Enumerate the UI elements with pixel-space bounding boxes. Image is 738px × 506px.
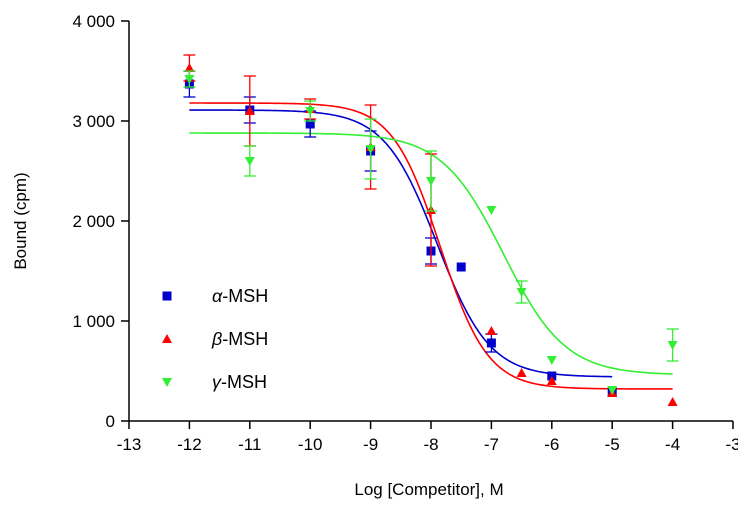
y-tick-label: 4 000 <box>72 12 115 31</box>
data-point <box>426 177 436 186</box>
legend-suffix: -MSH <box>221 372 267 392</box>
data-point <box>486 338 496 348</box>
fit-curve <box>189 109 613 378</box>
x-tick-label: -3 <box>725 435 738 454</box>
y-axis-title: Bound (cpm) <box>11 172 30 269</box>
legend-greek-letter: α <box>212 286 223 306</box>
data-point <box>365 145 376 154</box>
axes: 0 1 000 2 000 3 000 4 000 -13 -12 -11 -10 -9 -8 -7… <box>72 12 738 454</box>
data-point <box>516 368 527 377</box>
legend-marker <box>162 291 172 301</box>
y-tick-label: 1 000 <box>72 312 115 331</box>
data-point <box>184 63 195 72</box>
x-tick-label: -7 <box>484 435 499 454</box>
x-tick-label: -12 <box>177 435 202 454</box>
series-group <box>183 70 679 395</box>
y-tick-label: 0 <box>106 412 115 431</box>
data-point <box>667 341 678 350</box>
data-point <box>184 75 195 84</box>
legend-suffix: -MSH <box>222 286 268 306</box>
x-tick-label: -5 <box>605 435 620 454</box>
legend-label: α-MSH <box>212 286 268 306</box>
y-tick-label: 3 000 <box>72 112 115 131</box>
legend-suffix: -MSH <box>222 329 268 349</box>
x-tick-label: -9 <box>363 435 378 454</box>
data-point <box>456 262 466 272</box>
y-ticks: 0 1 000 2 000 3 000 4 000 <box>72 12 129 431</box>
x-tick-label: -8 <box>423 435 438 454</box>
x-tick-label: -13 <box>117 435 142 454</box>
data-point <box>667 397 678 406</box>
x-tick-label: -11 <box>238 435 261 454</box>
x-axis-title: Log [Competitor], M <box>354 480 503 499</box>
data-point <box>244 157 255 166</box>
legend-label: γ-MSH <box>212 372 267 392</box>
data-point <box>486 206 497 215</box>
x-tick-label: -10 <box>298 435 323 454</box>
x-tick-label: -4 <box>665 435 680 454</box>
data-point <box>546 376 557 385</box>
legend-marker <box>162 378 172 387</box>
data-point <box>305 119 315 129</box>
legend-label: β-MSH <box>211 329 268 349</box>
data-point <box>305 107 316 116</box>
y-tick-label: 2 000 <box>72 212 115 231</box>
x-tick-label: -6 <box>544 435 559 454</box>
data-points <box>183 54 679 406</box>
x-ticks: -13 -12 -11 -10 -9 -8 -7 -6 -5 -4 -3 <box>117 421 738 454</box>
legend-marker <box>162 334 172 343</box>
data-point <box>244 106 255 115</box>
data-point <box>607 386 618 395</box>
data-point <box>516 288 527 297</box>
data-point <box>486 326 497 335</box>
data-point <box>546 356 557 365</box>
series-group <box>183 54 678 406</box>
legend-greek-letter: γ <box>212 372 222 392</box>
legend-greek-letter: β <box>211 329 222 349</box>
